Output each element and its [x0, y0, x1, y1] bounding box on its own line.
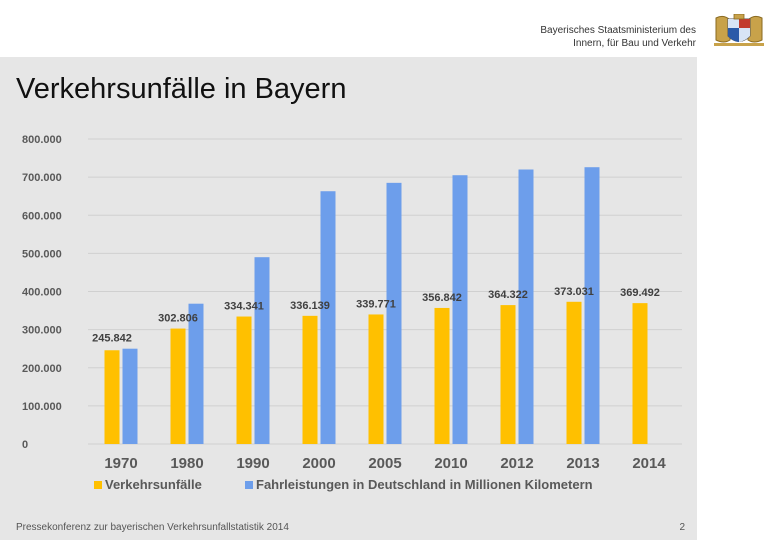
bar-verkehrsunfaelle	[170, 328, 186, 444]
data-label: 364.322	[488, 289, 528, 301]
bar-fahrleistungen	[452, 175, 468, 444]
legend-label-fahrleistungen: Fahrleistungen in Deutschland in Million…	[256, 477, 593, 492]
y-tick-label: 0	[22, 439, 28, 451]
x-tick-label: 2013	[566, 455, 599, 472]
data-label: 373.031	[554, 286, 594, 298]
bar-fahrleistungen	[122, 348, 138, 444]
data-label: 245.842	[92, 333, 132, 345]
bar-verkehrsunfaelle	[632, 303, 648, 444]
data-label: 339.771	[356, 298, 396, 310]
footer-text: Pressekonferenz zur bayerischen Verkehrs…	[16, 522, 289, 533]
y-tick-label: 700.000	[22, 172, 62, 184]
x-tick-label: 1970	[104, 455, 137, 472]
ministry-name: Bayerisches Staatsministerium des Innern…	[436, 24, 696, 50]
x-tick-label: 2012	[500, 455, 533, 472]
bar-fahrleistungen	[584, 167, 600, 444]
slide-title: Verkehrsunfälle in Bayern	[16, 73, 347, 105]
y-tick-label: 300.000	[22, 325, 62, 337]
bar-fahrleistungen	[386, 182, 402, 444]
bar-fahrleistungen	[518, 169, 534, 444]
slide-canvas: Verkehrsunfälle in Bayern 0 100.000 200.00…	[0, 57, 697, 540]
x-tick-label: 1980	[170, 455, 203, 472]
bavarian-coat-of-arms-logo	[714, 14, 764, 46]
legend-swatch-verkehrsunfaelle	[94, 481, 102, 489]
x-tick-label: 2010	[434, 455, 467, 472]
legend-swatch-fahrleistungen	[245, 481, 253, 489]
bar-verkehrsunfaelle	[566, 301, 582, 444]
bar-verkehrsunfaelle	[434, 307, 450, 444]
y-tick-label: 800.000	[22, 134, 62, 146]
x-tick-label: 2000	[302, 455, 335, 472]
data-label: 369.492	[620, 287, 660, 299]
data-label: 356.842	[422, 292, 462, 304]
data-label: 336.139	[290, 300, 330, 312]
x-tick-label: 2014	[632, 455, 666, 472]
bar-verkehrsunfaelle	[302, 315, 318, 444]
bar-verkehrsunfaelle	[368, 314, 384, 444]
y-tick-label: 400.000	[22, 287, 62, 299]
x-tick-label: 1990	[236, 455, 269, 472]
data-label: 302.806	[158, 313, 198, 325]
y-tick-label: 200.000	[22, 363, 62, 375]
y-tick-label: 600.000	[22, 210, 62, 222]
bar-verkehrsunfaelle	[500, 305, 516, 444]
x-tick-label: 2005	[368, 455, 401, 472]
accident-chart: 0 100.000 200.000 300.000 400.000 500.000 600.…	[22, 134, 682, 492]
page-number: 2	[679, 522, 685, 533]
ministry-name-line1: Bayerisches Staatsministerium des	[540, 25, 696, 36]
bar-fahrleistungen	[254, 257, 270, 444]
bar-fahrleistungen	[188, 303, 204, 444]
bar-fahrleistungen	[320, 191, 336, 444]
bar-verkehrsunfaelle	[236, 316, 252, 444]
legend-label-verkehrsunfaelle: Verkehrsunfälle	[105, 477, 202, 492]
bar-verkehrsunfaelle	[104, 350, 120, 444]
y-tick-label: 500.000	[22, 248, 62, 260]
y-tick-label: 100.000	[22, 401, 62, 413]
ministry-name-line2: Innern, für Bau und Verkehr	[573, 38, 696, 49]
data-label: 334.341	[224, 301, 264, 313]
